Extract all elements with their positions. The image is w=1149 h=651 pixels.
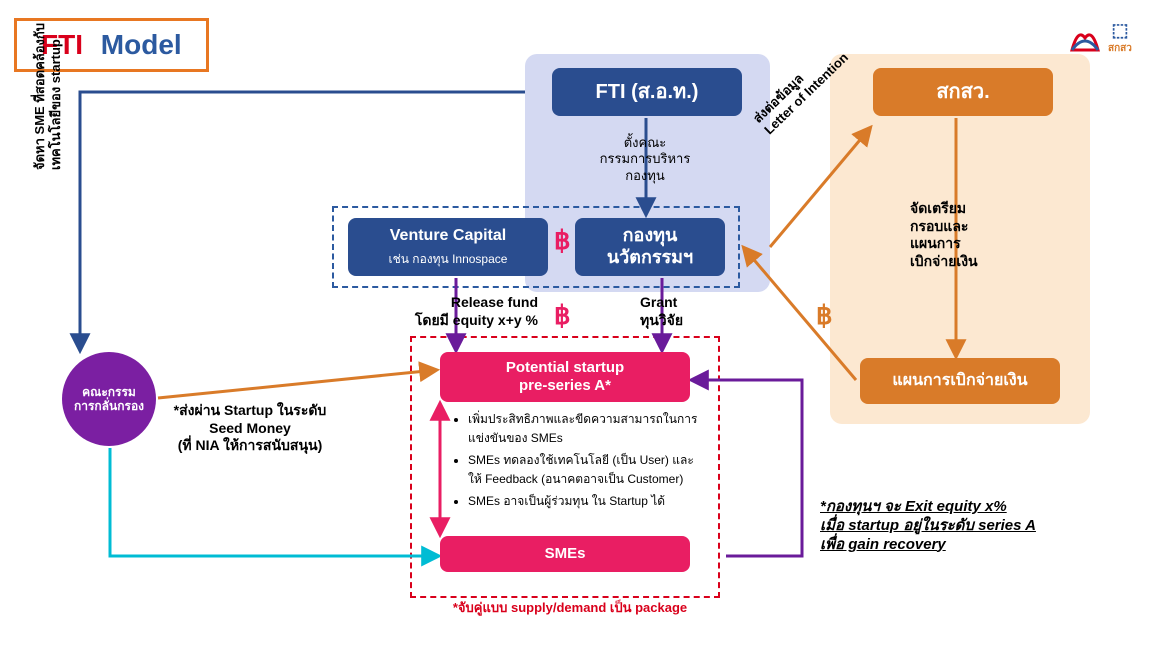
bullet-list: เพิ่มประสิทธิภาพและขีดความสามารถในการแข่… — [450, 410, 700, 514]
label-est: ตั้งคณะ กรรมการบริหาร กองทุน — [580, 135, 710, 184]
baht-icon: ฿ — [554, 225, 571, 256]
bullet-item: SMEs อาจเป็นผู้ร่วมทุน ใน Startup ได้ — [468, 492, 700, 511]
node-plan: แผนการเบิกจ่ายเงิน — [860, 358, 1060, 404]
baht-icon: ฿ — [816, 300, 833, 331]
node-fund: กองทุน นวัตกรรมฯ — [575, 218, 725, 276]
bullet-item: SMEs ทดลองใช้เทคโนโลยี (เป็น User) และให… — [468, 451, 700, 489]
label-seed: *ส่งผ่าน Startup ในระดับ Seed Money (ที่… — [140, 402, 360, 455]
label-exit: *กองทุนฯ จะ Exit equity x% เมื่อ startup… — [820, 498, 1120, 554]
node-fti: FTI (ส.อ.ท.) — [552, 68, 742, 116]
title-model: Model — [101, 29, 182, 60]
label-package: *จับคู่แบบ supply/demand เป็น package — [430, 600, 710, 616]
label-search: จัดหา SME ที่สอดคล้องกับ เทคโนโลยีของ st… — [32, 0, 65, 170]
label-grant: Grant ทุนวิจัย — [640, 294, 720, 329]
label-release: Release fund โดยมี equity x+y % — [338, 294, 538, 329]
sksv-logo-icon: ⬚สกสว — [1108, 20, 1132, 56]
bullet-item: เพิ่มประสิทธิภาพและขีดความสามารถในการแข่… — [468, 410, 700, 448]
vc-subtitle: เช่น กองทุน Innospace — [348, 250, 548, 269]
label-prep: จัดเตรียม กรอบและ แผนการ เบิกจ่ายเงิน — [910, 200, 1020, 270]
node-startup: Potential startup pre-series A* — [440, 352, 690, 402]
node-sme: SMEs — [440, 536, 690, 572]
baht-icon: ฿ — [554, 300, 571, 331]
node-sksv: สกสว. — [873, 68, 1053, 116]
